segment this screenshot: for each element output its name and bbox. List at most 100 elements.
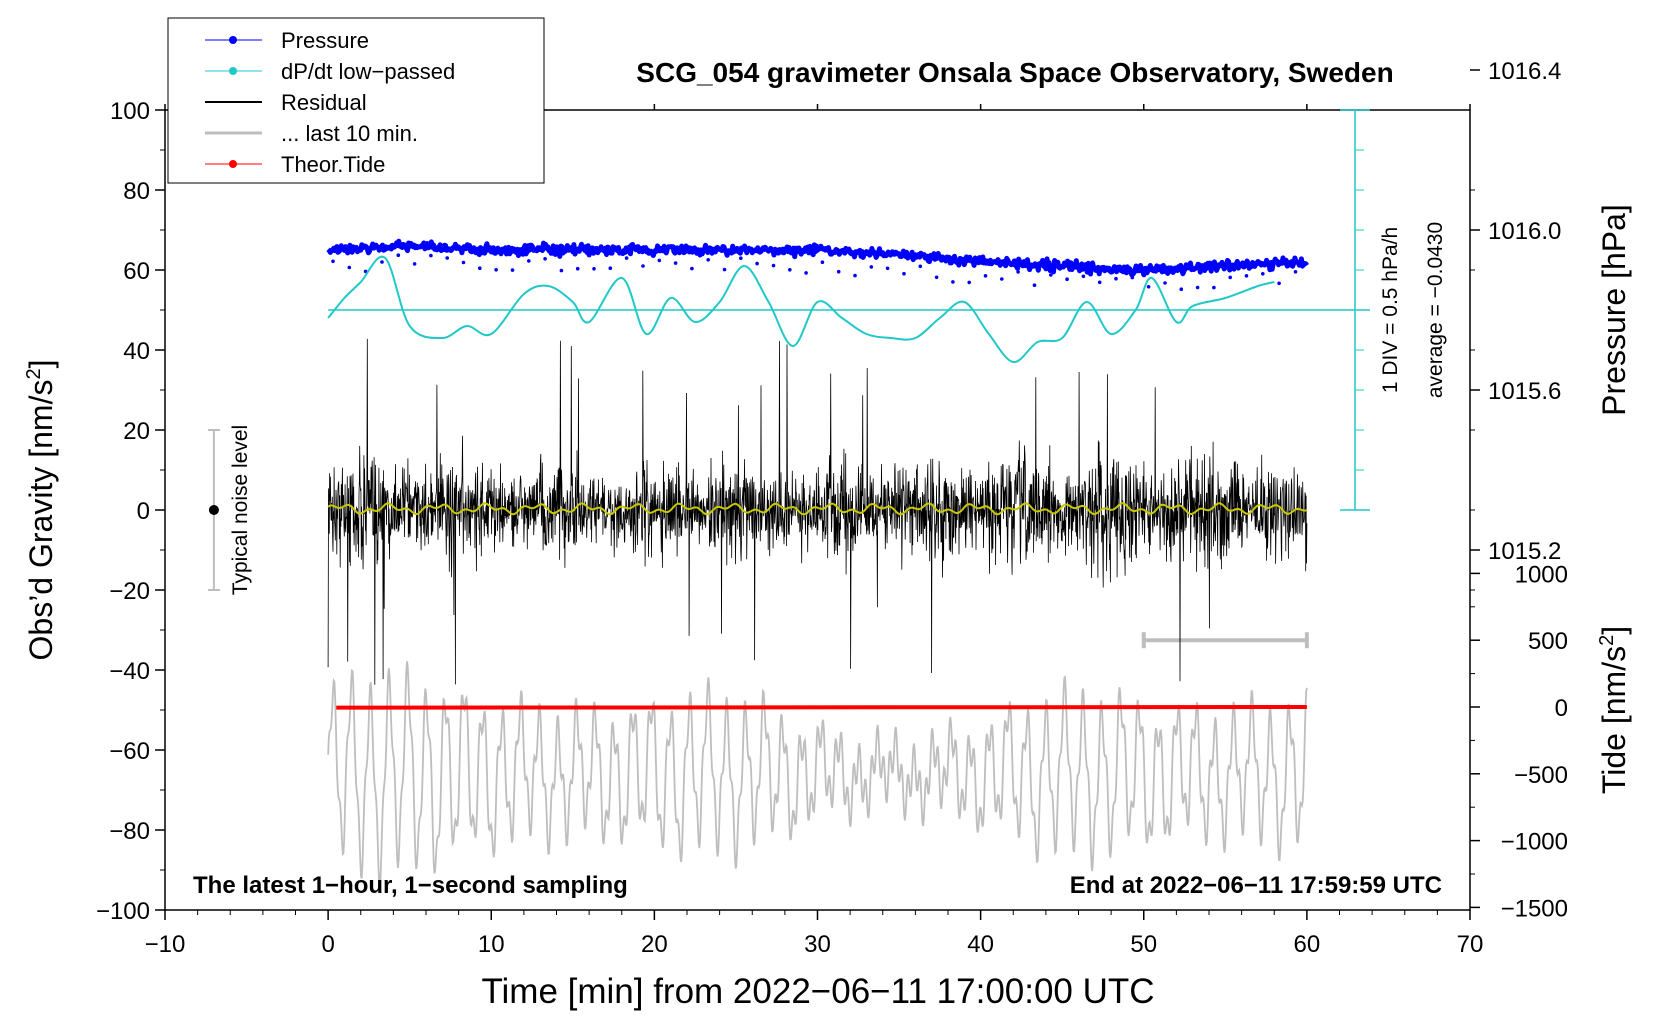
pressure-point <box>1130 275 1135 280</box>
x-tick-label: −10 <box>145 931 186 958</box>
tide-tick-label: 500 <box>1528 628 1568 655</box>
y-tick-label: 80 <box>123 178 150 205</box>
y-tick-label: −20 <box>109 578 150 605</box>
pressure-point <box>869 265 874 269</box>
pressure-point <box>1277 281 1281 286</box>
pressure-point <box>690 266 694 271</box>
legend-label-pressure: Pressure <box>281 28 369 53</box>
pressure-point <box>1016 270 1020 274</box>
pressure-point <box>347 265 352 270</box>
annotation-div-scale: 1 DIV = 0.5 hPa/h <box>1379 227 1402 393</box>
pressure-point <box>739 256 743 261</box>
pressure-point <box>983 274 988 278</box>
legend-label-last10: ... last 10 min. <box>281 121 418 146</box>
pressure-point <box>396 253 401 257</box>
pressure-point <box>1228 275 1232 280</box>
pressure-point <box>624 256 629 260</box>
legend-label-dpdt: dP/dt low−passed <box>281 59 455 84</box>
legend-marker-tide <box>229 160 237 168</box>
data-layer <box>207 109 1370 889</box>
pressure-point <box>641 264 645 268</box>
pressure-point <box>804 271 808 275</box>
pressure-point <box>1114 276 1118 281</box>
pressure-point <box>1032 283 1037 288</box>
pressure-point <box>380 260 384 264</box>
legend-label-residual: Residual <box>281 90 367 115</box>
pressure-point <box>1179 287 1184 292</box>
tide-tick-label: 0 <box>1555 695 1568 722</box>
pressure-point <box>771 263 776 268</box>
x-tick-label: 60 <box>1294 931 1321 958</box>
pressure-point <box>755 261 759 266</box>
pressure-point <box>461 260 466 265</box>
x-tick-label: 40 <box>967 931 994 958</box>
series-residual-line <box>327 338 1308 685</box>
pressure-point <box>1163 281 1167 285</box>
pressure-point <box>934 275 939 280</box>
pressure-point <box>1097 280 1102 285</box>
pressure-point <box>657 258 662 263</box>
pressure-point <box>673 261 678 265</box>
x-tick-label: 0 <box>321 931 334 958</box>
y-tick-label: −40 <box>109 658 150 685</box>
pressure-point <box>1065 277 1069 282</box>
pressure-point <box>853 273 857 278</box>
pressure-point <box>559 268 564 273</box>
pressure-tick-label: 1015.2 <box>1488 538 1561 565</box>
pressure-point <box>918 264 923 269</box>
tide-tick-label: −500 <box>1514 762 1568 789</box>
x-tick-label: 70 <box>1457 931 1484 958</box>
tide-tick-label: 1000 <box>1515 561 1568 588</box>
pressure-point <box>836 269 841 274</box>
noise-level-dot <box>208 505 219 515</box>
pressure-point <box>1212 285 1216 290</box>
x-axis-label: Time [min] from 2022−06−11 17:00:00 UTC <box>481 972 1154 1011</box>
pressure-point <box>1293 270 1298 274</box>
pressure-point <box>527 259 531 263</box>
pressure-point <box>494 268 498 272</box>
legend: Pressure dP/dt low−passed Residual ... l… <box>167 17 545 184</box>
pressure-point <box>1195 285 1200 290</box>
annotation-average: average = −0.0430 <box>1424 222 1447 398</box>
pressure-point <box>706 258 710 262</box>
series-pressure-line <box>326 238 1309 278</box>
pressure-tick-label: 1015.6 <box>1488 378 1561 405</box>
pressure-point <box>331 259 335 264</box>
pressure-tick-label: 1016.0 <box>1488 218 1561 245</box>
pressure-axis-label: Pressure [hPa] <box>1596 204 1632 416</box>
x-tick-label: 30 <box>804 931 831 958</box>
annotation-noise-level: Typical noise level <box>229 425 252 595</box>
pressure-point <box>429 253 433 258</box>
legend-marker-dpdt <box>229 67 237 75</box>
pressure-point <box>1244 274 1249 278</box>
chart-title: SCG_054 gravimeter Onsala Space Observat… <box>636 57 1393 88</box>
pressure-point <box>1049 273 1053 277</box>
tide-tick-label: −1000 <box>1501 829 1568 856</box>
pressure-point <box>412 262 417 266</box>
pressure-point <box>951 280 955 284</box>
pressure-point <box>885 266 890 271</box>
annotation-end-time: End at 2022−06−11 17:59:59 UTC <box>1070 872 1442 899</box>
legend-label-tide: Theor.Tide <box>281 152 385 177</box>
y-tick-label: 100 <box>110 98 150 125</box>
pressure-point <box>820 260 825 265</box>
legend-marker-pressure <box>229 36 237 44</box>
series-tide-line <box>336 705 1307 710</box>
pressure-point <box>592 267 596 271</box>
pressure-point <box>510 268 515 272</box>
annotation-sampling: The latest 1−hour, 1−second sampling <box>193 872 628 899</box>
pressure-point <box>1261 272 1265 276</box>
pressure-point <box>1081 274 1086 279</box>
y-tick-label: 20 <box>123 418 150 445</box>
pressure-point <box>575 266 580 271</box>
y-tick-label: −60 <box>109 738 150 765</box>
y-tick-label: 40 <box>123 338 150 365</box>
pressure-point <box>1146 285 1151 289</box>
tide-axis-label: Tide [nm/s2] <box>1596 626 1632 794</box>
y-tick-label: 60 <box>123 258 150 285</box>
tide-tick-label: −1500 <box>1501 895 1568 922</box>
legend-box <box>167 17 545 184</box>
series-residual-smoothed <box>327 502 1308 516</box>
series-last10-line <box>327 661 1308 889</box>
